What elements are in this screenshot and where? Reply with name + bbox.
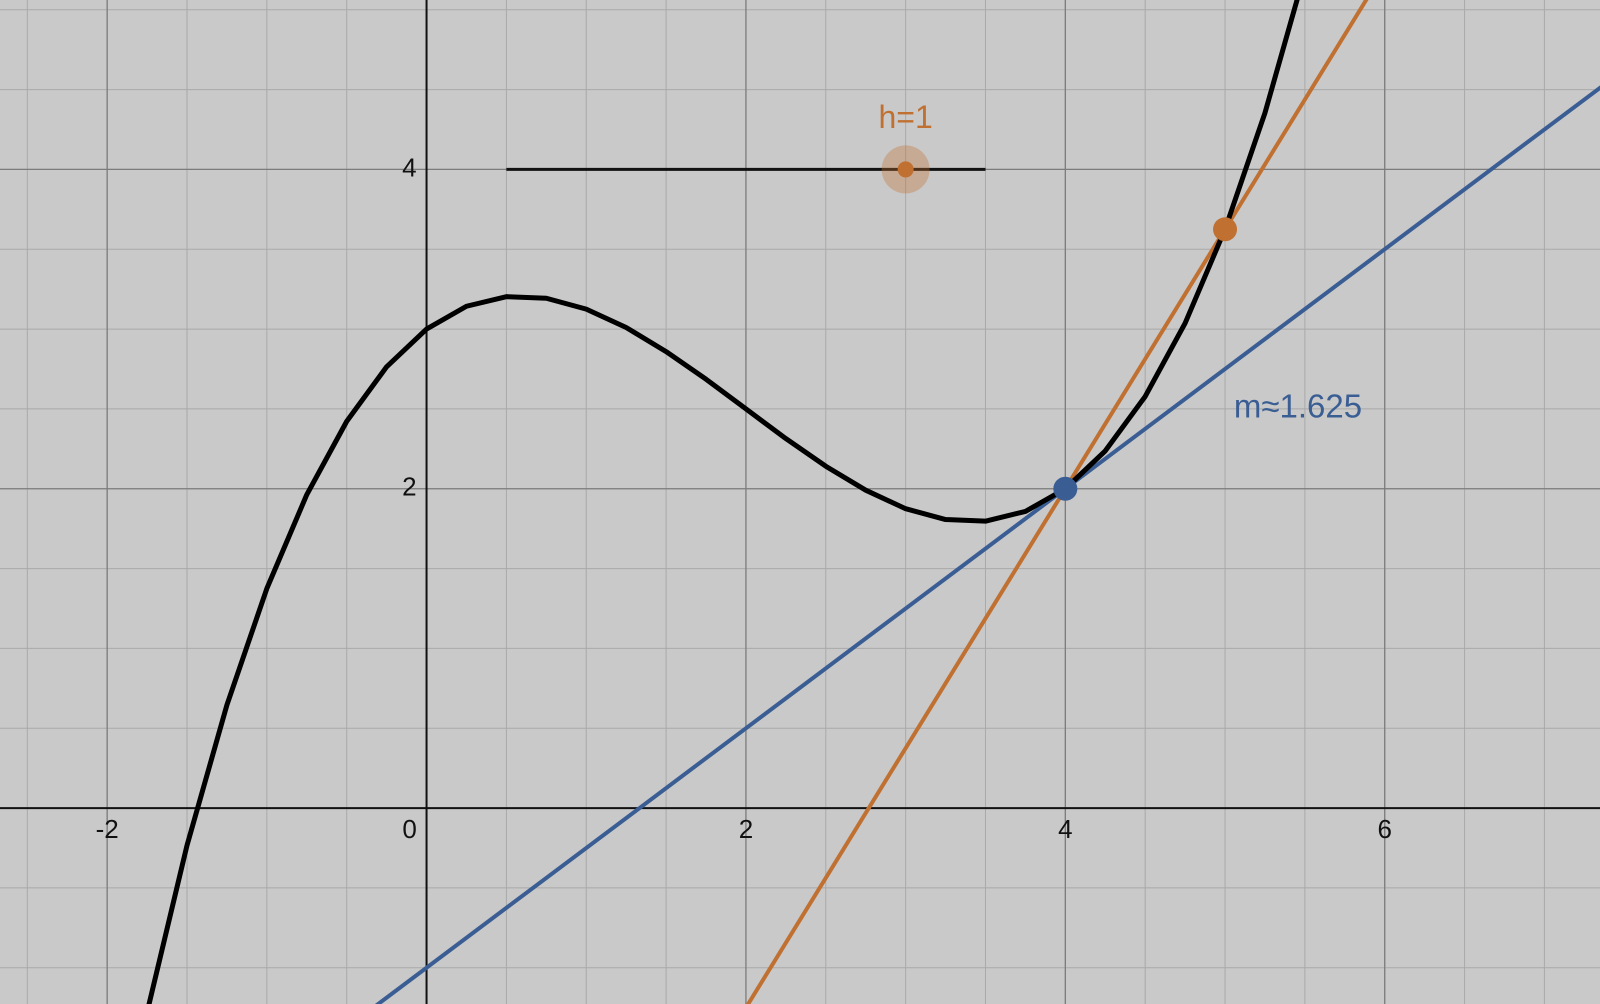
plot-area: h=1 m≈1.625 [146,0,1600,1004]
x-tick-label: 0 [402,814,416,844]
slider-handle[interactable] [897,161,914,178]
y-tick-label: 4 [402,152,416,182]
y-tick-label: 2 [402,472,416,502]
point [1213,217,1238,242]
line [374,85,1600,1004]
x-tick-label: 2 [739,814,753,844]
point [1053,476,1078,501]
x-tick-label: -2 [96,814,119,844]
line [745,0,1369,1004]
function-curve [146,0,1300,1004]
annotation: m≈1.625 [1234,388,1362,425]
x-tick-label: 4 [1058,814,1072,844]
x-tick-label: 6 [1377,814,1391,844]
slider-label: h=1 [878,99,932,135]
